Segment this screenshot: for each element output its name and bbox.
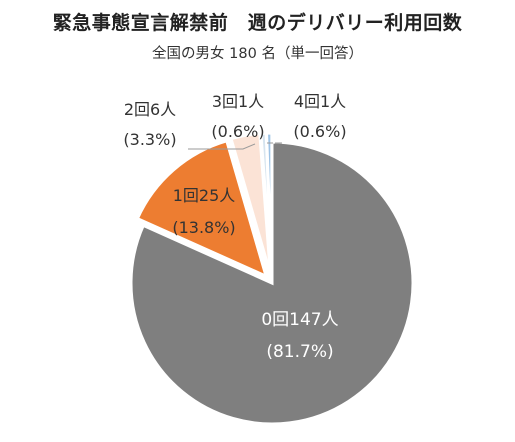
slice-percent-4kai: (0.6%) [293,122,346,141]
chart-subtitle: 全国の男女 180 名（単一回答） [152,46,363,62]
chart-title: 緊急事態宣言解禁前 週のデリバリー利用回数 [52,12,463,34]
pie-slices [129,131,415,426]
slice-labels: 0回147人 (81.7%) 1回25人 (13.8%) 2回6人 (3.3%) 3回1人 (… [123,92,346,362]
leader-lines [188,142,282,150]
leader-line-2kai [188,143,256,150]
slice-percent-2kai: (3.3%) [123,130,176,149]
slice-label-2kai: 2回6人 [124,100,176,119]
pie-slice-0kai [129,140,415,426]
pie-slice-1kai [135,138,269,279]
slice-percent-1kai: (13.8%) [172,218,235,237]
pie-slice-4kai [264,131,274,275]
slice-percent-3kai: (0.6%) [211,122,264,141]
slice-label-1kai: 1回25人 [173,186,236,205]
slice-label-4kai: 4回1人 [294,92,346,111]
slice-percent-0kai: (81.7%) [266,342,333,362]
slice-label-3kai: 3回1人 [212,92,264,111]
slice-label-0kai: 0回147人 [261,310,338,330]
